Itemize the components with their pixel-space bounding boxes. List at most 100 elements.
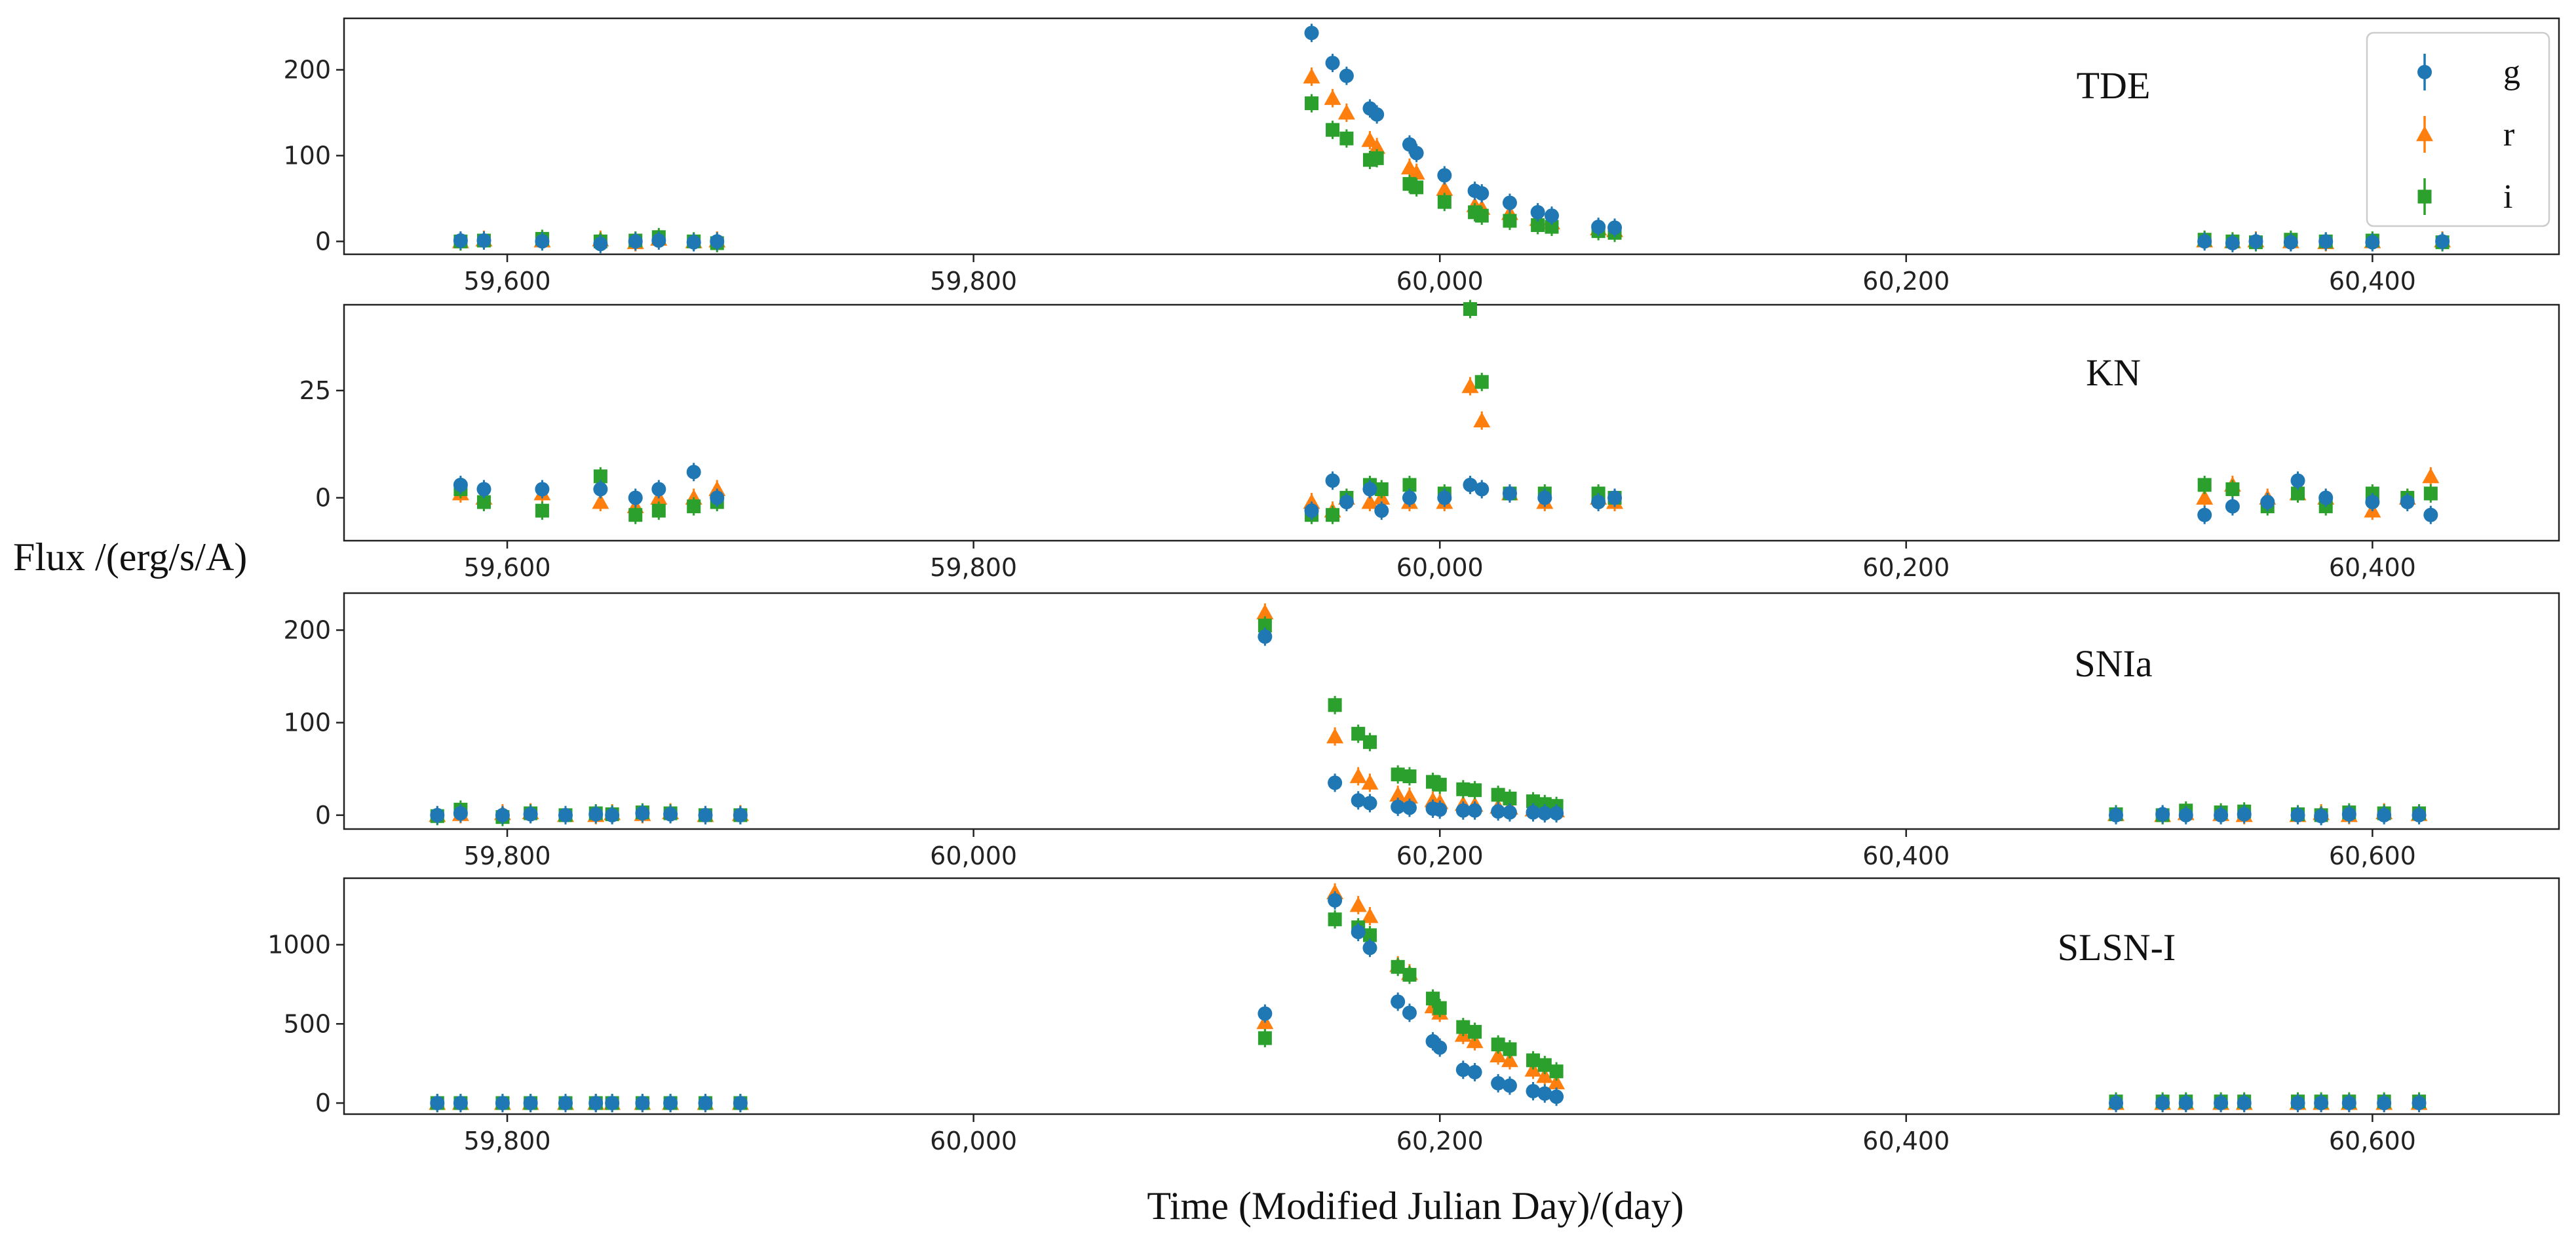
data-point-g: [453, 1096, 468, 1111]
data-point-g: [476, 482, 491, 497]
data-point-g: [2365, 235, 2380, 250]
legend: gri: [2366, 31, 2550, 227]
data-point-i: [1402, 967, 1417, 982]
data-point-g: [2283, 235, 2298, 250]
data-point-g: [1467, 1064, 1482, 1079]
data-point-i: [687, 499, 701, 514]
data-point-g: [1549, 1089, 1564, 1104]
data-point-r: [1501, 1051, 1518, 1068]
data-point-g: [1526, 805, 1541, 820]
data-point-g: [588, 807, 604, 822]
data-point-i: [1432, 777, 1447, 792]
legend-box: [2366, 31, 2550, 227]
data-point-g: [495, 807, 510, 822]
data-point-i: [535, 503, 549, 518]
x-tick-label: 60,400: [2329, 553, 2416, 582]
panel-snia: 59,800 60,000 60,200 60,400 60,600 0 100 200 SNI…: [283, 592, 2560, 870]
panels-group: 59,600 59,800 60,000 60,200 60,400 0 100 200 TDE…: [267, 17, 2560, 1155]
data-point-r: [1324, 89, 1341, 106]
data-point-r: [1490, 1047, 1507, 1063]
series-g: [430, 891, 2427, 1113]
data-point-i: [1258, 618, 1272, 632]
data-point-i: [1432, 1001, 1447, 1015]
data-point-g: [1530, 204, 1545, 220]
data-point-g: [2400, 495, 2415, 510]
data-point-g: [2248, 234, 2263, 249]
data-point-i: [1391, 959, 1405, 974]
data-point-g: [2412, 807, 2427, 822]
panel-label-tde: TDE: [2077, 64, 2151, 107]
y-tick-label: 200: [283, 56, 331, 85]
data-point-g: [2341, 807, 2356, 822]
data-point-r: [1368, 138, 1386, 154]
data-point-r: [1536, 1068, 1554, 1083]
data-point-g: [1325, 473, 1340, 488]
data-point-i: [2225, 482, 2240, 496]
data-point-g: [1502, 805, 1517, 820]
data-point-g: [1339, 68, 1354, 83]
series-g: [453, 24, 2450, 254]
data-point-i: [1362, 928, 1377, 942]
legend-item-i: i: [2417, 178, 2512, 216]
data-point-g: [2290, 1096, 2305, 1111]
data-point-r: [592, 493, 609, 509]
data-point-i: [1437, 195, 1451, 209]
data-point-g: [1351, 793, 1366, 808]
data-point-g: [558, 807, 573, 822]
data-point-r: [1436, 180, 1453, 196]
legend-label-i: i: [2503, 178, 2512, 216]
panel-frame: [343, 877, 2560, 1115]
data-point-g: [1537, 490, 1552, 505]
data-point-g: [1362, 796, 1377, 811]
data-point-g: [1402, 800, 1417, 815]
data-point-i: [2423, 486, 2438, 501]
data-point-g: [453, 477, 468, 492]
data-point-r: [1389, 786, 1407, 802]
data-point-i: [1491, 1037, 1505, 1052]
data-point-g: [710, 234, 725, 249]
panel-label-snia: SNIa: [2074, 642, 2152, 685]
y-tick-label: 100: [283, 141, 331, 170]
data-point-g: [2318, 234, 2334, 249]
data-point-i: [476, 495, 491, 509]
data-point-g: [453, 806, 468, 821]
data-point-i: [1305, 96, 1319, 111]
data-point-g: [535, 234, 550, 249]
data-point-r: [1256, 604, 1274, 620]
data-point-g: [2109, 1096, 2123, 1111]
data-point-r: [1303, 68, 1320, 84]
data-point-i: [1503, 214, 1517, 228]
data-point-g: [2412, 1096, 2427, 1111]
data-point-i: [1351, 727, 1366, 741]
data-point-r: [1361, 493, 1379, 509]
y-tick-label: 0: [315, 227, 331, 256]
y-tick-label: 25: [299, 376, 331, 405]
data-point-g: [558, 1096, 573, 1111]
data-point-g: [2178, 1096, 2193, 1111]
data-point-g: [2237, 1096, 2252, 1111]
data-point-i: [1362, 735, 1377, 749]
data-point-g: [686, 235, 701, 250]
panel-frame: [343, 17, 2560, 256]
data-point-g: [1544, 208, 1559, 223]
data-point-g: [2237, 807, 2252, 822]
panel-frame: [343, 303, 2560, 542]
data-point-g: [1339, 495, 1354, 510]
x-tick-label: 60,200: [1396, 841, 1484, 870]
y-tick-label: 0: [315, 484, 331, 513]
data-point-i: [1402, 769, 1417, 784]
x-tick-label: 60,200: [1862, 553, 1950, 582]
legend-marker-g: [2417, 65, 2432, 79]
x-tick-label: 60,000: [1396, 267, 1484, 296]
data-point-g: [2314, 1096, 2329, 1111]
series-i: [453, 300, 2438, 524]
data-point-g: [1474, 186, 1490, 201]
data-point-g: [1455, 1062, 1471, 1077]
data-point-i: [1468, 783, 1482, 798]
data-point-i: [1503, 791, 1517, 805]
data-point-g: [663, 807, 678, 822]
data-point-i: [1410, 180, 1424, 195]
data-point-i: [1526, 1053, 1541, 1068]
data-point-g: [2377, 1096, 2392, 1111]
legend-label-r: r: [2503, 116, 2514, 153]
